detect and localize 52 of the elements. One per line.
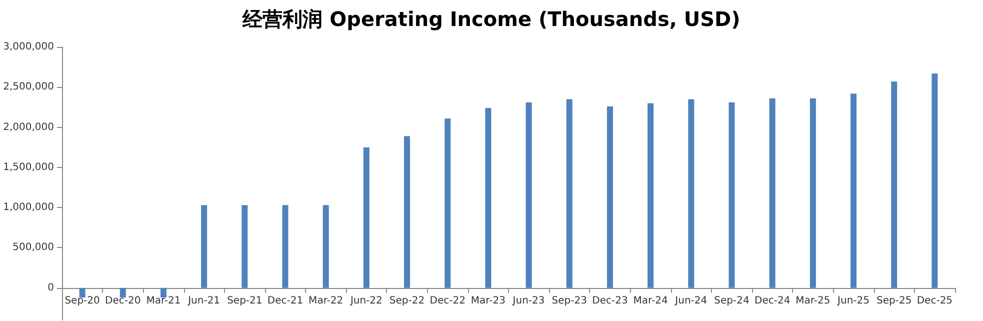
x-tick-label: Dec-20 <box>105 296 141 306</box>
bar <box>932 73 938 288</box>
y-tick-label: 500,000 <box>12 242 54 254</box>
x-tick-label: Dec-25 <box>916 296 953 306</box>
bar <box>282 205 288 288</box>
bar <box>201 205 208 288</box>
bar <box>404 136 410 288</box>
bar <box>526 102 532 288</box>
x-tick-label: Jun-22 <box>349 296 382 306</box>
y-tick-label: 0 <box>48 282 54 294</box>
x-tick-label: Mar-22 <box>308 296 344 306</box>
bar <box>728 102 735 288</box>
bar <box>769 98 776 288</box>
bar <box>566 99 572 288</box>
x-tick-label: Mar-25 <box>796 296 830 306</box>
x-tick-label: Mar-21 <box>146 296 181 306</box>
x-tick-label: Sep-24 <box>714 296 750 306</box>
bar <box>850 94 857 288</box>
x-tick-label: Mar-23 <box>470 296 506 306</box>
bar <box>606 106 613 288</box>
x-tick-label: Jun-21 <box>187 296 220 306</box>
x-tick-label: Sep-23 <box>552 296 587 306</box>
y-tick-label: 1,000,000 <box>3 202 54 214</box>
bar <box>444 118 451 288</box>
bar <box>242 205 248 288</box>
x-tick-label: Dec-22 <box>430 296 466 306</box>
x-tick-label: Jun-24 <box>674 296 708 306</box>
bar <box>688 99 694 288</box>
x-tick-label: Sep-20 <box>64 296 100 306</box>
y-tick-label: 1,500,000 <box>3 162 54 173</box>
bar <box>120 288 126 298</box>
x-tick-label: Sep-25 <box>876 296 912 306</box>
x-tick-label: Dec-23 <box>592 296 628 306</box>
x-tick-label: Dec-24 <box>754 296 790 306</box>
x-tick-label: Sep-22 <box>389 296 425 306</box>
x-tick-label: Mar-24 <box>633 296 668 306</box>
chart-title: 经营利润 Operating Income (Thousands, USD) <box>242 7 740 31</box>
x-tick-label: Jun-25 <box>836 296 870 306</box>
bar <box>363 147 370 288</box>
bar <box>810 98 816 288</box>
bar <box>79 288 86 298</box>
bar <box>648 103 654 288</box>
x-tick-label: Sep-21 <box>227 296 262 306</box>
x-tick-label: Dec-21 <box>267 296 304 306</box>
x-tick-label: Jun-23 <box>512 296 545 306</box>
y-tick-label: 2,000,000 <box>3 122 54 133</box>
y-tick-label: 2,500,000 <box>3 82 54 93</box>
bar <box>891 82 898 288</box>
y-tick-label: 3,000,000 <box>3 42 54 52</box>
bar <box>485 108 492 288</box>
bar <box>322 205 329 288</box>
bar <box>160 288 166 298</box>
